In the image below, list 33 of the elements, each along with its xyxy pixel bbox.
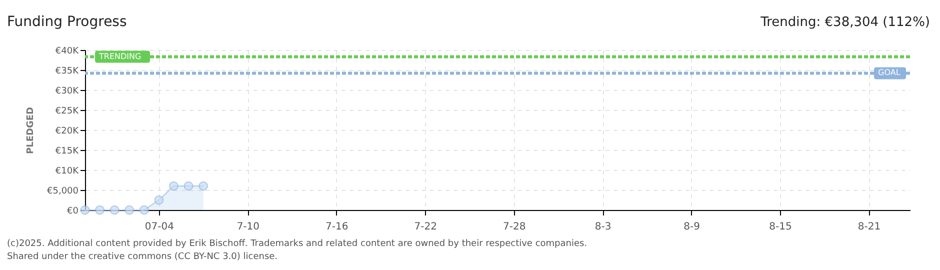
x-tick-label: 8-3	[594, 222, 612, 232]
y-tick-label: €40K	[55, 46, 80, 56]
y-tick-label: €35K	[55, 66, 80, 76]
y-tick-label: €5,000	[47, 186, 79, 196]
chart-title: Funding Progress	[7, 14, 127, 30]
point	[95, 205, 104, 215]
point	[154, 195, 164, 205]
chart-subtitle: Trending: €38,304 (112%)	[760, 15, 930, 30]
point	[124, 205, 134, 215]
y-tick-label: €15K	[55, 146, 80, 156]
x-tick-label: 8-9	[684, 222, 700, 232]
x-tick-label: 8-21	[858, 222, 881, 232]
point	[169, 181, 178, 191]
y-tick-label: €0	[67, 206, 79, 216]
ref-line-label: TRENDING	[98, 52, 142, 61]
ref-line-label: GOAL	[878, 68, 901, 78]
text: Shared under the creative commons (CC BY-NC 3.0) license.	[7, 252, 278, 262]
y-tick-label: €10K	[55, 166, 80, 176]
x-tick-label: 7-16	[326, 222, 348, 232]
point	[139, 205, 149, 215]
x-tick-label: 7-22	[414, 222, 437, 232]
x-tick-label: 07-04	[144, 222, 174, 232]
text: (c)2025. Additional content provided by Erik Bischoff. Trademarks and related content are owned by their respective companies.	[7, 239, 588, 249]
y-tick-label: €25K	[55, 106, 80, 116]
point	[184, 181, 194, 191]
x-tick-label: 7-10	[236, 222, 260, 232]
x-tick-label: 7-28	[502, 222, 526, 232]
y-axis-title: PLEDGED	[26, 107, 36, 154]
point	[198, 181, 208, 191]
y-tick-label: €20K	[55, 126, 80, 136]
x-tick-label: 8-15	[769, 222, 792, 232]
point	[110, 205, 120, 215]
y-tick-label: €30K	[55, 86, 80, 96]
